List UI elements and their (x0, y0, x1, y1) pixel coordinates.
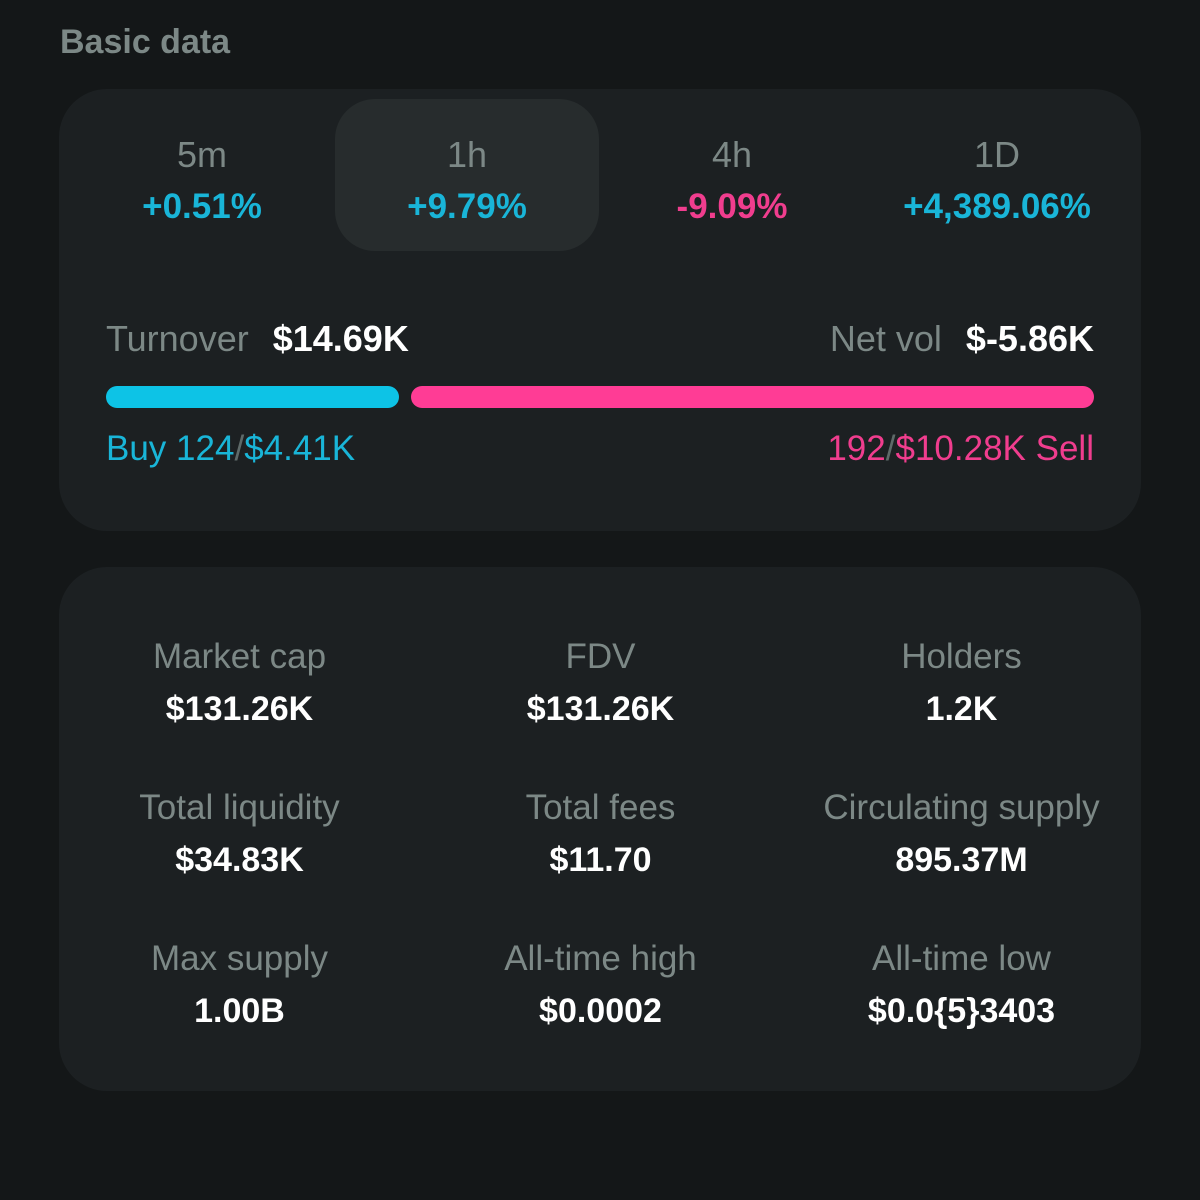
tab-4h[interactable]: 4h -9.09% (600, 99, 864, 251)
stat-label: FDV (565, 637, 636, 676)
sell-separator: / (885, 429, 896, 468)
tab-change: +9.79% (407, 187, 527, 226)
stat-value: $131.26K (165, 690, 314, 728)
turnover: Turnover $14.69K (106, 317, 409, 361)
net-vol-label: Net vol (829, 318, 942, 359)
tab-label: 1h (446, 134, 488, 175)
turnover-label: Turnover (106, 318, 249, 359)
buy-count: 124 (176, 429, 235, 468)
section-title: Basic data (60, 23, 231, 61)
tab-label: 5m (176, 134, 227, 175)
buy-summary: Buy 124/$4.41K (106, 427, 355, 471)
tab-1d[interactable]: 1D +4,389.06% (865, 99, 1129, 251)
stat-label: All-time low (872, 939, 1051, 978)
tab-change: -9.09% (676, 187, 788, 226)
net-vol-value: $-5.86K (965, 318, 1094, 359)
stat-market-cap: Market cap $131.26K (59, 635, 420, 731)
stat-value: 895.37M (895, 841, 1028, 879)
buy-separator: / (234, 429, 245, 468)
sell-amount: $10.28K (895, 429, 1026, 468)
stat-value: 1.2K (925, 690, 998, 728)
buy-label: Buy (106, 429, 167, 468)
stat-max-supply: Max supply 1.00B (59, 937, 420, 1033)
tab-label: 4h (711, 134, 753, 175)
buy-amount: $4.41K (244, 429, 356, 468)
stat-total-fees: Total fees $11.70 (420, 786, 781, 882)
buy-volume-bar (106, 386, 399, 408)
stat-label: Holders (901, 637, 1022, 676)
stat-circulating-supply: Circulating supply 895.37M (781, 786, 1142, 882)
stat-holders: Holders 1.2K (781, 635, 1142, 731)
stat-label: Circulating supply (823, 788, 1100, 827)
stat-all-time-low: All-time low $0.0{5}3403 (781, 937, 1142, 1033)
stat-label: Total liquidity (139, 788, 340, 827)
tab-change: +0.51% (142, 187, 262, 226)
price-change-card: 5m +0.51% 1h +9.79% 4h -9.09% 1D +4,389.… (59, 89, 1141, 531)
token-stats-card: Market cap $131.26K FDV $131.26K Holders… (59, 567, 1141, 1091)
sell-volume-bar (411, 386, 1094, 408)
sell-count: 192 (827, 429, 886, 468)
sell-summary: 192/$10.28K Sell (827, 427, 1094, 471)
stat-value: 1.00B (194, 992, 285, 1030)
stat-value: $0.0{5}3403 (867, 992, 1056, 1030)
stat-label: Total fees (525, 788, 676, 827)
stat-value: $34.83K (175, 841, 304, 879)
tab-change: +4,389.06% (903, 187, 1091, 226)
stat-value: $131.26K (526, 690, 675, 728)
stat-value: $0.0002 (539, 992, 662, 1030)
stat-all-time-high: All-time high $0.0002 (420, 937, 781, 1033)
stat-total-liquidity: Total liquidity $34.83K (59, 786, 420, 882)
stat-value: $11.70 (549, 841, 652, 879)
stat-label: Max supply (150, 939, 329, 978)
tab-5m[interactable]: 5m +0.51% (70, 99, 334, 251)
tab-1h[interactable]: 1h +9.79% (335, 99, 599, 251)
turnover-value: $14.69K (272, 318, 409, 359)
stat-fdv: FDV $131.26K (420, 635, 781, 731)
net-vol: Net vol $-5.86K (830, 317, 1094, 361)
stat-label: Market cap (152, 637, 327, 676)
stat-label: All-time high (504, 939, 697, 978)
tab-label: 1D (973, 134, 1021, 175)
sell-label: Sell (1035, 429, 1094, 468)
